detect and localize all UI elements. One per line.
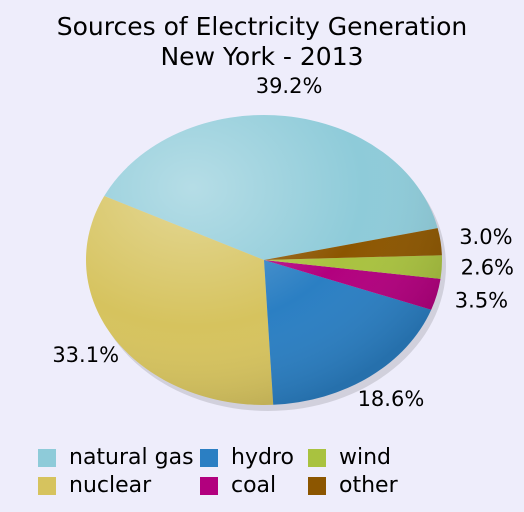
legend-swatch	[200, 449, 218, 467]
data-label: 39.2%	[256, 74, 323, 98]
legend-swatch	[38, 477, 56, 495]
legend-label: wind	[339, 445, 391, 470]
legend-label: nuclear	[69, 473, 152, 498]
legend-label: other	[339, 473, 399, 498]
legend-swatch	[38, 449, 56, 467]
data-label: 33.1%	[52, 343, 119, 367]
data-label: 3.0%	[459, 225, 512, 249]
legend-label: hydro	[231, 445, 294, 470]
chart-title: Sources of Electricity Generation	[57, 12, 467, 41]
data-label: 3.5%	[455, 288, 508, 312]
legend-label: coal	[231, 473, 276, 498]
legend-swatch	[308, 449, 326, 467]
legend-swatch	[308, 477, 326, 495]
data-label: 2.6%	[461, 255, 514, 279]
legend-label: natural gas	[69, 445, 194, 470]
data-label: 18.6%	[358, 387, 425, 411]
legend-swatch	[200, 477, 218, 495]
chart-subtitle: New York - 2013	[160, 42, 363, 71]
